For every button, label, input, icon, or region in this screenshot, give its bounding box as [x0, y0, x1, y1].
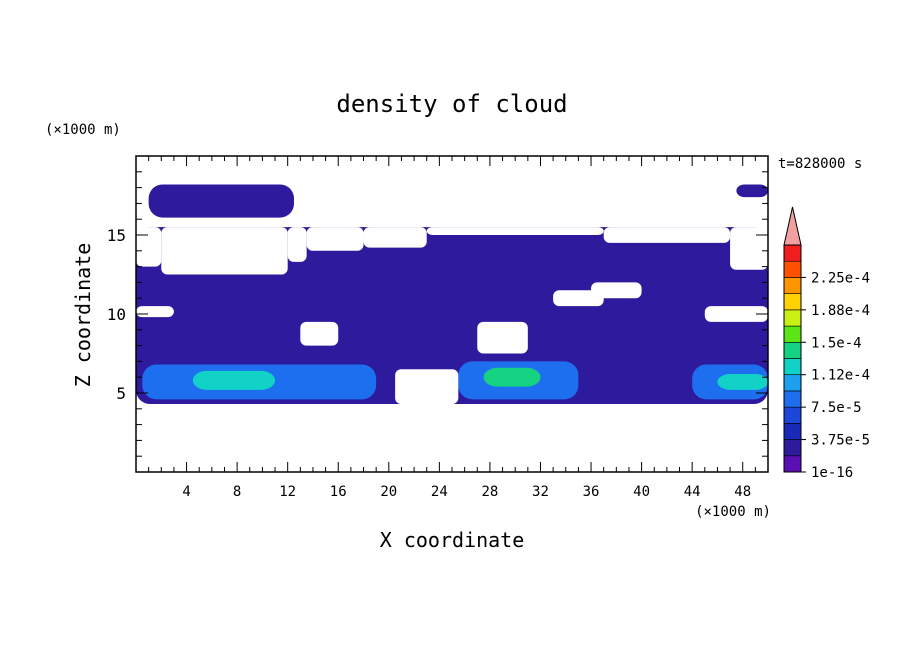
x-tick-label: 24 [431, 484, 448, 500]
y-tick-label: 10 [107, 305, 126, 324]
clear-sky-region [704, 306, 768, 322]
clear-sky-region [306, 227, 364, 251]
colorbar-swatch [783, 390, 802, 408]
colorbar-label: 1e-16 [811, 465, 853, 481]
colorbar-swatch [783, 325, 802, 343]
clear-sky-region [730, 227, 768, 270]
colorbar-label: 1.88e-4 [811, 303, 870, 319]
x-axis: 4 8 12 16 20 24 28 32 36 40 44 48 [148, 156, 756, 500]
x-tick-label: 12 [279, 484, 296, 500]
colorbar-swatch [783, 439, 802, 457]
clear-sky-region [477, 321, 528, 354]
clear-sky-region [591, 282, 642, 299]
x-tick-label: 40 [633, 484, 650, 500]
x-tick-label: 4 [182, 484, 190, 500]
clear-sky-region [363, 227, 427, 248]
cloud-region [717, 374, 768, 390]
colorbar-swatch [783, 293, 802, 311]
cloud-region [136, 227, 768, 405]
colorbar-swatch [783, 374, 802, 392]
cloud-region [736, 184, 768, 198]
clear-sky-region [161, 227, 288, 275]
time-label: t=828000 s [778, 156, 862, 172]
clear-sky-region [136, 306, 174, 318]
cloud-region [148, 184, 294, 218]
x-tick-label: 16 [330, 484, 347, 500]
cloud-density-field [136, 184, 768, 405]
colorbar-swatch [783, 406, 802, 424]
clear-sky-region [426, 227, 604, 235]
cloud-region [192, 370, 276, 390]
colorbar-label: 7.5e-5 [811, 400, 862, 416]
colorbar-swatch [783, 358, 802, 376]
plot-area [136, 156, 768, 472]
x-tick-label: 8 [233, 484, 241, 500]
colorbar-label: 3.75e-5 [811, 433, 870, 449]
y-unit-label: (×1000 m) [45, 122, 121, 138]
y-axis-label: Z coordinate [71, 243, 95, 388]
colorbar-swatch [783, 423, 802, 440]
colorbar-swatch [783, 309, 802, 327]
cloud-region [483, 367, 541, 387]
y-tick-label: 5 [116, 384, 126, 403]
colorbar-label: 1.5e-4 [811, 335, 862, 351]
clear-sky-region [136, 227, 162, 267]
colorbar: 1e-16 3.75e-5 7.5e-5 1.12e-4 1.5e-4 1.88e-4 2.… [783, 206, 870, 481]
x-unit-label: (×1000 m) [695, 504, 771, 520]
colorbar-swatch [783, 260, 802, 278]
clear-sky-region [553, 290, 604, 307]
colorbar-frame [783, 244, 802, 473]
colorbar-swatch [783, 244, 802, 262]
colorbar-label: 1.12e-4 [811, 368, 870, 384]
chart-title: density of cloud [336, 90, 567, 118]
clear-sky-region [300, 321, 339, 346]
colorbar-overflow-triangle [783, 206, 802, 246]
x-tick-label: 44 [684, 484, 701, 500]
x-tick-label: 48 [734, 484, 751, 500]
y-axis: 5 10 15 [107, 171, 768, 457]
x-tick-label: 36 [583, 484, 600, 500]
clear-sky-region [287, 227, 307, 262]
colorbar-swatch [783, 277, 802, 294]
y-tick-label: 15 [107, 226, 126, 245]
colorbar-swatch [783, 455, 802, 473]
clear-sky-region [395, 369, 459, 405]
colorbar-label: 2.25e-4 [811, 270, 870, 286]
x-axis-label: X coordinate [380, 528, 525, 552]
x-tick-label: 28 [481, 484, 498, 500]
clear-sky-region [603, 227, 731, 243]
x-tick-label: 20 [380, 484, 397, 500]
x-tick-label: 32 [532, 484, 549, 500]
colorbar-swatch [783, 341, 802, 359]
